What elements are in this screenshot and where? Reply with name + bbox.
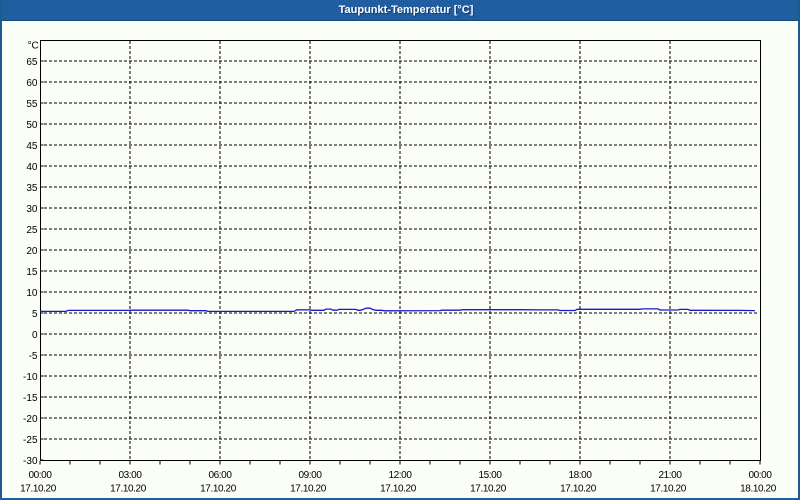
svg-text:45: 45 <box>26 141 38 152</box>
svg-text:°C: °C <box>28 41 39 52</box>
svg-text:5: 5 <box>32 309 38 320</box>
svg-text:00:00: 00:00 <box>28 470 52 481</box>
svg-text:21:00: 21:00 <box>658 470 682 481</box>
svg-text:-10: -10 <box>23 372 38 383</box>
svg-text:17.10.20: 17.10.20 <box>650 484 687 495</box>
svg-text:12:00: 12:00 <box>388 470 412 481</box>
svg-text:65: 65 <box>26 57 38 68</box>
svg-text:15: 15 <box>26 267 38 278</box>
svg-text:18.10.20: 18.10.20 <box>740 484 777 495</box>
svg-text:-25: -25 <box>23 435 38 446</box>
svg-text:20: 20 <box>26 246 38 257</box>
svg-text:18:00: 18:00 <box>568 470 592 481</box>
svg-text:17.10.20: 17.10.20 <box>290 484 327 495</box>
svg-text:17.10.20: 17.10.20 <box>380 484 417 495</box>
svg-text:55: 55 <box>26 99 38 110</box>
svg-text:03:00: 03:00 <box>118 470 142 481</box>
svg-text:17.10.20: 17.10.20 <box>200 484 237 495</box>
svg-text:09:00: 09:00 <box>298 470 322 481</box>
svg-text:-30: -30 <box>23 456 38 467</box>
svg-text:17.10.20: 17.10.20 <box>20 484 57 495</box>
svg-text:30: 30 <box>26 204 38 215</box>
svg-text:17.10.20: 17.10.20 <box>470 484 507 495</box>
svg-text:40: 40 <box>26 162 38 173</box>
svg-text:17.10.20: 17.10.20 <box>110 484 147 495</box>
svg-text:06:00: 06:00 <box>208 470 232 481</box>
svg-text:-15: -15 <box>23 393 38 404</box>
svg-text:-20: -20 <box>23 414 38 425</box>
svg-text:10: 10 <box>26 288 38 299</box>
svg-text:35: 35 <box>26 183 38 194</box>
svg-text:60: 60 <box>26 78 38 89</box>
svg-text:-5: -5 <box>29 351 38 362</box>
svg-text:17.10.20: 17.10.20 <box>560 484 597 495</box>
svg-text:00:00: 00:00 <box>748 470 772 481</box>
svg-text:15:00: 15:00 <box>478 470 502 481</box>
svg-text:50: 50 <box>26 120 38 131</box>
svg-text:0: 0 <box>32 330 38 341</box>
svg-text:25: 25 <box>26 225 38 236</box>
